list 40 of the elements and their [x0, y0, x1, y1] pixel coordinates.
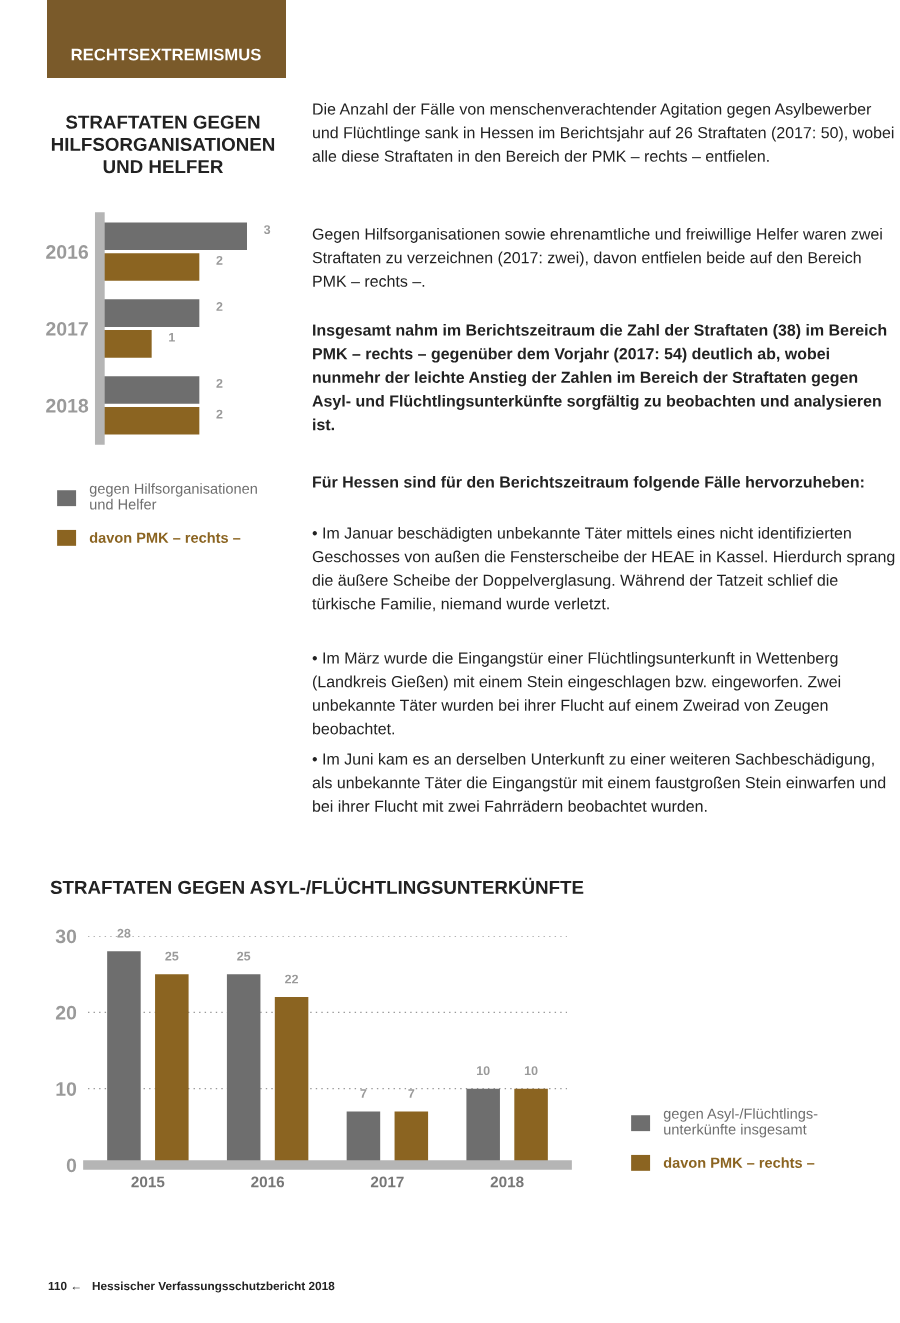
text: 110 ← Hessischer Verfassungsschutzbericht 2018	[48, 1281, 335, 1293]
text: Die Anzahl der Fälle von menschenverachtender Agitation gegen Asylbewerber und Flüchtlinge sank in Hessen im Berichtsjahr auf 26 Straftaten (2017: 50), wobei alle diese Straftaten in den Bereich der PMK – rechts – entfielen.	[312, 103, 894, 162]
x-tick-label: 2016	[251, 1176, 285, 1188]
data-label: 10	[524, 1066, 538, 1076]
text: • Im Juni kam es an derselben Unterkunft zu einer weiteren Sachbeschädigung, als unbekannte Täter die Eingangstür mit einem faustgroßen Stein einwarfen und bei ihrer Flucht mit zwei Fahrrädern beobachtet wurden.	[312, 753, 886, 812]
legend-label: davon PMK – rechts –	[663, 1157, 815, 1168]
text: Für Hessen sind für den Berichtszeitraum folgende Fälle hervorzuheben:	[313, 476, 864, 491]
y-tick-label: 2016	[46, 245, 89, 259]
legend-label: davon PMK – rechts –	[89, 532, 241, 543]
y-tick-label: 30	[55, 929, 77, 944]
x-tick-label: 2018	[490, 1176, 524, 1188]
text: • Im März wurde die Eingangstür einer Flüchtlingsunterkunft in Wettenberg (Landkreis Gießen) mit einem Stein eingeschlagen bzw. eingeworfen. Zwei unbekannte Täter wurden bei ihrer Flucht auf einem Zweirad von Zeugen beobachtet.	[312, 652, 841, 735]
data-label: 22	[285, 974, 299, 984]
data-label: 25	[165, 951, 179, 961]
chart-title: STRAFTATEN GEGEN HILFSORGANISATIONEN UND HELFER	[51, 115, 275, 174]
data-label: 10	[477, 1066, 490, 1076]
legend-label: gegen Asyl-/Flüchtlings- unterkünfte insgesamt	[663, 1108, 818, 1138]
data-label: 1	[169, 332, 175, 342]
y-tick-label: 2017	[46, 321, 88, 336]
data-label: 2	[216, 378, 223, 388]
data-label: 7	[408, 1089, 415, 1098]
y-tick-label: 0	[66, 1158, 77, 1173]
text: Insgesamt nahm im Berichtszeitraum die Zahl der Straftaten (38) im Bereich PMK – rechts – gegenüber dem Vorjahr (2017: 54) deutlich ab, wobei nunmehr der leichte Anstieg der Zahlen im Bereich der Straftaten gegen Asyl- und Flüchtlingsunterkünfte sorgfältig zu beobachten und analysieren ist.	[312, 324, 887, 431]
data-label: 3	[263, 225, 271, 235]
data-label: 2	[216, 255, 223, 265]
data-label: 28	[117, 928, 131, 938]
data-label: 2	[216, 302, 223, 311]
data-label: 7	[360, 1089, 367, 1098]
text: • Im Januar beschädigten unbekannte Täter mittels eines nicht identifizierten Geschosses von außen die Fensterscheibe der HEAE in Kassel. Hierdurch sprang die äußere Scheibe der Doppelverglasung. Während der Tatzeit schlief die türkische Familie, niemand wurde verletzt.	[312, 527, 895, 612]
y-tick-label: 10	[56, 1082, 77, 1096]
chart-title: STRAFTATEN GEGEN ASYL-/FLÜCHTLINGSUNTERKÜNFTE	[50, 877, 584, 895]
x-tick-label: 2015	[131, 1176, 165, 1188]
y-tick-label: 2018	[46, 398, 89, 413]
text: RECHTSEXTREMISMUS	[71, 48, 261, 61]
data-label: 25	[237, 951, 251, 961]
x-tick-label: 2017	[370, 1176, 404, 1188]
data-label: 2	[216, 409, 223, 419]
legend-label: gegen Hilfsorganisationen und Helfer	[89, 483, 257, 510]
text: Gegen Hilfsorganisationen sowie ehrenamtliche und freiwillige Helfer waren zwei Straftaten zu verzeichnen (2017: zwei), davon entfielen beide auf den Bereich PMK – rechts –.	[312, 228, 882, 287]
y-tick-label: 20	[55, 1005, 77, 1020]
